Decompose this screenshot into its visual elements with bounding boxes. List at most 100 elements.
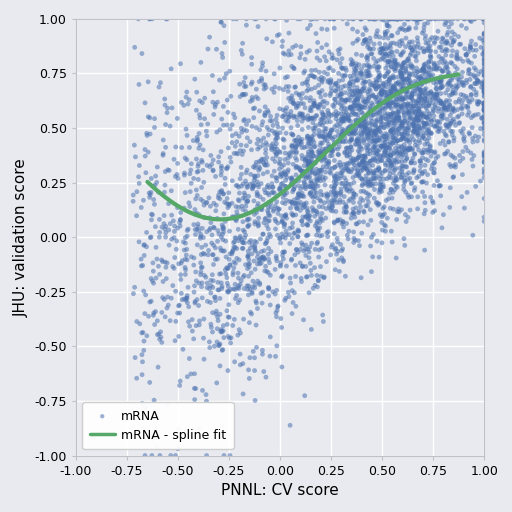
mRNA bbox=[358, 181, 366, 189]
mRNA bbox=[311, 73, 319, 81]
mRNA bbox=[462, 92, 470, 100]
mRNA bbox=[175, 302, 183, 310]
mRNA bbox=[393, 153, 401, 161]
mRNA bbox=[181, 239, 189, 247]
mRNA bbox=[143, 132, 151, 140]
mRNA bbox=[369, 154, 377, 162]
mRNA bbox=[273, 231, 282, 240]
mRNA bbox=[392, 88, 400, 96]
mRNA bbox=[371, 155, 379, 163]
mRNA bbox=[292, 211, 300, 219]
mRNA bbox=[377, 157, 386, 165]
mRNA bbox=[293, 204, 301, 212]
mRNA bbox=[302, 153, 310, 161]
mRNA bbox=[441, 103, 449, 112]
mRNA bbox=[151, 321, 159, 329]
mRNA bbox=[438, 224, 446, 232]
mRNA bbox=[352, 91, 360, 99]
mRNA bbox=[301, 157, 309, 165]
mRNA bbox=[439, 137, 447, 145]
mRNA bbox=[308, 103, 316, 111]
mRNA bbox=[360, 129, 368, 137]
mRNA bbox=[454, 15, 462, 23]
mRNA bbox=[218, 49, 226, 57]
mRNA bbox=[295, 164, 304, 172]
mRNA bbox=[432, 15, 440, 23]
mRNA bbox=[401, 124, 410, 132]
mRNA bbox=[391, 126, 399, 135]
mRNA bbox=[332, 250, 340, 258]
mRNA bbox=[187, 166, 195, 174]
mRNA bbox=[404, 191, 412, 199]
mRNA bbox=[432, 121, 440, 130]
mRNA bbox=[477, 44, 485, 52]
mRNA bbox=[241, 177, 249, 185]
mRNA bbox=[450, 38, 458, 46]
mRNA bbox=[420, 94, 429, 102]
mRNA bbox=[373, 77, 381, 86]
mRNA bbox=[449, 105, 457, 113]
mRNA bbox=[287, 179, 295, 187]
mRNA bbox=[369, 180, 377, 188]
mRNA bbox=[231, 280, 239, 288]
mRNA bbox=[420, 66, 429, 74]
mRNA bbox=[343, 151, 351, 159]
mRNA bbox=[351, 130, 359, 138]
mRNA bbox=[329, 54, 337, 62]
mRNA bbox=[354, 237, 362, 245]
mRNA bbox=[443, 37, 451, 45]
mRNA bbox=[366, 140, 374, 148]
mRNA bbox=[337, 130, 345, 138]
mRNA bbox=[395, 116, 403, 124]
mRNA bbox=[460, 81, 468, 90]
mRNA bbox=[141, 402, 150, 411]
mRNA bbox=[456, 55, 464, 63]
mRNA bbox=[322, 214, 330, 222]
mRNA bbox=[480, 151, 488, 159]
mRNA bbox=[389, 85, 397, 93]
mRNA bbox=[400, 114, 409, 122]
mRNA bbox=[183, 131, 191, 139]
mRNA bbox=[392, 79, 400, 88]
mRNA bbox=[302, 94, 310, 102]
mRNA bbox=[276, 170, 284, 179]
mRNA bbox=[214, 237, 222, 245]
mRNA bbox=[332, 189, 340, 198]
mRNA bbox=[363, 130, 371, 138]
mRNA bbox=[166, 316, 174, 325]
mRNA bbox=[266, 333, 274, 341]
mRNA bbox=[436, 119, 444, 127]
mRNA bbox=[308, 239, 316, 247]
mRNA bbox=[368, 156, 376, 164]
mRNA bbox=[398, 75, 407, 83]
mRNA bbox=[298, 110, 307, 118]
mRNA bbox=[422, 96, 431, 104]
mRNA bbox=[406, 144, 414, 153]
mRNA bbox=[161, 313, 169, 321]
mRNA bbox=[292, 142, 301, 151]
mRNA bbox=[318, 116, 326, 124]
mRNA bbox=[208, 71, 217, 79]
mRNA bbox=[480, 78, 488, 86]
mRNA bbox=[155, 188, 163, 196]
mRNA bbox=[381, 147, 390, 156]
mRNA bbox=[376, 123, 385, 132]
mRNA bbox=[413, 34, 421, 42]
mRNA bbox=[463, 188, 471, 197]
mRNA bbox=[287, 111, 295, 119]
mRNA bbox=[306, 137, 314, 145]
mRNA bbox=[231, 142, 240, 151]
mRNA bbox=[193, 209, 201, 218]
mRNA bbox=[364, 97, 372, 105]
mRNA bbox=[190, 385, 199, 393]
mRNA bbox=[307, 177, 315, 185]
mRNA bbox=[297, 138, 305, 146]
mRNA bbox=[398, 94, 407, 102]
mRNA bbox=[314, 276, 322, 285]
mRNA bbox=[300, 200, 308, 208]
mRNA bbox=[318, 98, 327, 106]
mRNA bbox=[227, 92, 235, 100]
mRNA bbox=[357, 126, 365, 134]
mRNA bbox=[378, 114, 387, 122]
mRNA bbox=[378, 142, 387, 151]
